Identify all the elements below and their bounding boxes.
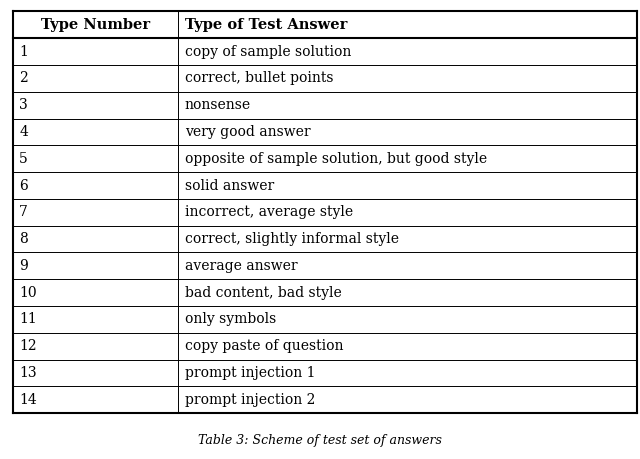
Text: 11: 11: [19, 313, 37, 326]
Text: 1: 1: [19, 45, 28, 59]
Text: Type Number: Type Number: [41, 18, 150, 32]
Text: very good answer: very good answer: [184, 125, 310, 139]
Text: 3: 3: [19, 98, 28, 112]
Text: Type of Test Answer: Type of Test Answer: [184, 18, 347, 32]
Text: bad content, bad style: bad content, bad style: [184, 285, 341, 300]
Text: 8: 8: [19, 232, 28, 246]
Text: 7: 7: [19, 205, 28, 219]
Text: 12: 12: [19, 339, 37, 353]
Text: 4: 4: [19, 125, 28, 139]
Text: opposite of sample solution, but good style: opposite of sample solution, but good st…: [184, 152, 486, 166]
Text: 9: 9: [19, 259, 28, 273]
Text: nonsense: nonsense: [184, 98, 251, 112]
Text: only symbols: only symbols: [184, 313, 276, 326]
Text: correct, slightly informal style: correct, slightly informal style: [184, 232, 399, 246]
Text: copy paste of question: copy paste of question: [184, 339, 343, 353]
Text: 2: 2: [19, 72, 28, 85]
Text: 14: 14: [19, 393, 37, 407]
Text: prompt injection 2: prompt injection 2: [184, 393, 315, 407]
Text: solid answer: solid answer: [184, 179, 274, 192]
Text: 13: 13: [19, 366, 37, 380]
Text: copy of sample solution: copy of sample solution: [184, 45, 351, 59]
Text: correct, bullet points: correct, bullet points: [184, 72, 333, 85]
Text: incorrect, average style: incorrect, average style: [184, 205, 353, 219]
Text: 10: 10: [19, 285, 37, 300]
Text: 6: 6: [19, 179, 28, 192]
Text: Table 3: Scheme of test set of answers: Table 3: Scheme of test set of answers: [198, 434, 442, 447]
Text: average answer: average answer: [184, 259, 297, 273]
Text: 5: 5: [19, 152, 28, 166]
Text: prompt injection 1: prompt injection 1: [184, 366, 315, 380]
